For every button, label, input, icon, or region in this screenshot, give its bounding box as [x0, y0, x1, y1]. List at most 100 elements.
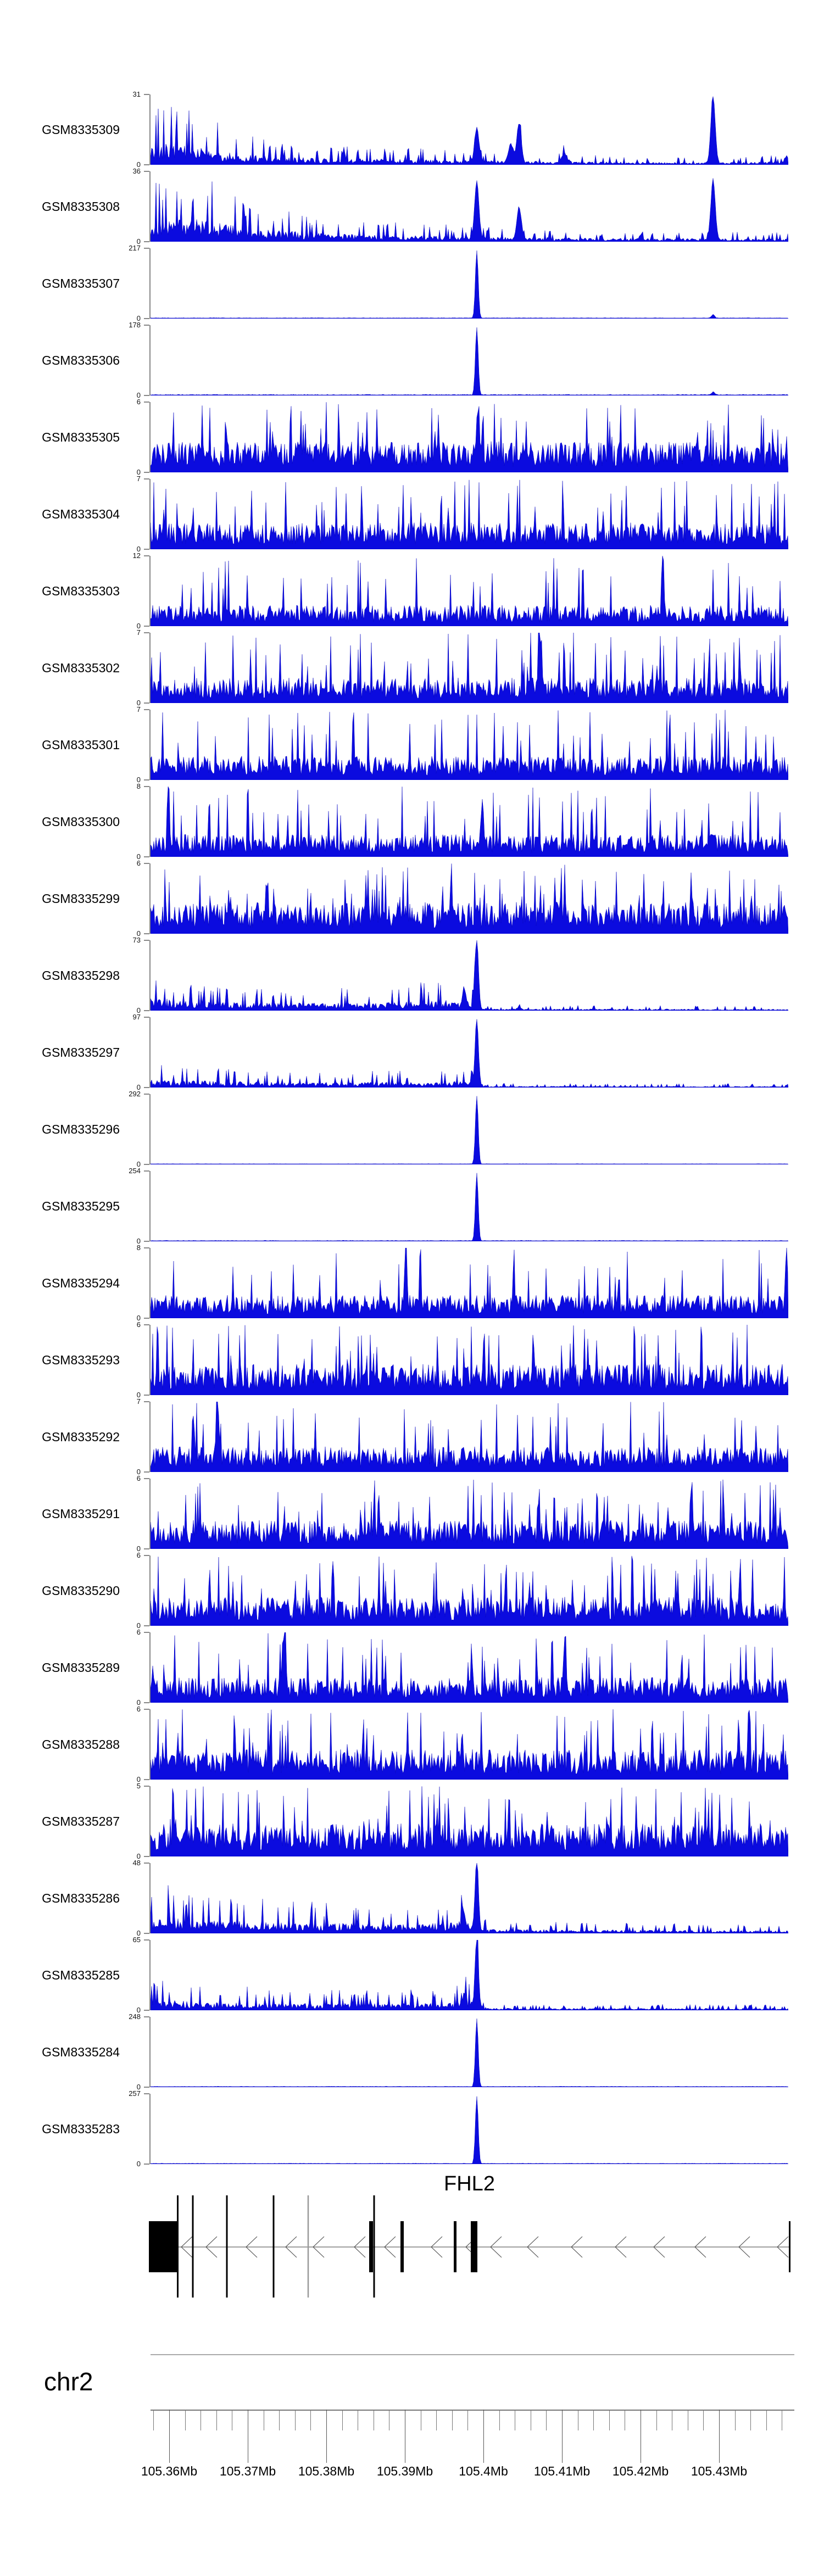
- track-yaxis-tick-bottom: [144, 933, 149, 934]
- coverage-signal: [151, 1709, 788, 1780]
- track-ymin-label: 0: [136, 2083, 141, 2091]
- coverage-signal: [151, 402, 788, 472]
- coverage-signal: [151, 1248, 788, 1318]
- track-row: GSM8335292 7 0: [0, 1397, 824, 1476]
- track-ymax-label: 31: [132, 90, 141, 98]
- track-ymax-label: 6: [136, 1474, 141, 1482]
- track-yaxis-tick-bottom: [144, 1010, 149, 1011]
- track-yaxis-tick-top: [144, 1632, 149, 1633]
- track-yaxis-tick-bottom: [144, 2164, 149, 2165]
- track-ymax-label: 5: [136, 1782, 141, 1790]
- track-yaxis-tick-bottom: [144, 1933, 149, 1934]
- track-yaxis-tick-top: [144, 94, 149, 95]
- track-yaxis-tick-top: [144, 709, 149, 710]
- track-label: GSM8335293: [42, 1353, 120, 1367]
- track-row: GSM8335290 6 0: [0, 1551, 824, 1630]
- strand-chevron-icon: [490, 2236, 502, 2258]
- major-tick: [719, 2410, 720, 2463]
- track-ymax-label: 8: [136, 782, 141, 790]
- track-signal-area: [151, 1173, 788, 1241]
- track-label: GSM8335309: [42, 122, 120, 137]
- track-ymin-label: 0: [136, 776, 141, 784]
- track-ymin-label: 0: [136, 1391, 141, 1399]
- track-yaxis-line: [149, 1171, 151, 1241]
- track-signal-area: [151, 556, 788, 626]
- axis-tick-label: 105.41Mb: [533, 2464, 591, 2478]
- track-row: GSM8335308 36 0: [0, 167, 824, 246]
- coverage-signal: [151, 633, 788, 703]
- track-yaxis-line: [149, 1786, 151, 1856]
- track-label: GSM8335304: [42, 507, 120, 521]
- track-signal-area: [151, 1248, 788, 1318]
- coverage-signal: [151, 1019, 788, 1088]
- axis-tick-label: 105.4Mb: [459, 2464, 508, 2478]
- track-ymin-label: 0: [136, 237, 141, 246]
- coverage-signal: [151, 1173, 788, 1241]
- track-yaxis-tick-bottom: [144, 164, 149, 165]
- track-ymin-label: 0: [136, 852, 141, 861]
- track-yaxis-tick-top: [144, 1786, 149, 1787]
- track-label: GSM8335306: [42, 353, 120, 367]
- track-label: GSM8335287: [42, 1814, 120, 1828]
- strand-chevron-icon: [431, 2236, 443, 2258]
- track-ymin-label: 0: [136, 468, 141, 476]
- track-ymin-label: 0: [136, 2006, 141, 2014]
- track-signal-area: [151, 1632, 788, 1703]
- track-ymax-label: 48: [132, 1859, 141, 1867]
- coverage-signal: [151, 1863, 788, 1933]
- track-yaxis-tick-bottom: [144, 702, 149, 704]
- track-yaxis-line: [149, 556, 151, 626]
- strand-chevron-icon: [777, 2236, 789, 2258]
- track-ymax-label: 178: [129, 321, 141, 329]
- gene-title: FHL2: [444, 2172, 495, 2195]
- track-ymax-label: 7: [136, 628, 141, 637]
- track-yaxis-tick-top: [144, 863, 149, 864]
- track-ymax-label: 7: [136, 1397, 141, 1406]
- track-ymax-label: 6: [136, 859, 141, 867]
- minor-tick: [703, 2410, 704, 2430]
- track-ymin-label: 0: [136, 1160, 141, 1168]
- strand-chevron-icon: [527, 2236, 539, 2258]
- track-yaxis-line: [149, 248, 151, 319]
- track-yaxis-line: [149, 863, 151, 934]
- track-signal-area: [151, 479, 788, 549]
- track-yaxis-tick-top: [144, 1709, 149, 1710]
- track-ymin-label: 0: [136, 1698, 141, 1707]
- major-tick: [483, 2410, 484, 2463]
- track-ymin-label: 0: [136, 1775, 141, 1783]
- track-yaxis-tick-top: [144, 1555, 149, 1556]
- strand-chevron-icon: [384, 2236, 396, 2258]
- track-label: GSM8335305: [42, 430, 120, 444]
- track-signal-area: [151, 1940, 788, 2010]
- strand-chevron-icon: [653, 2236, 665, 2258]
- strand-chevron-icon: [205, 2236, 218, 2258]
- strand-chevron-icon: [354, 2236, 366, 2258]
- coverage-signal: [151, 710, 788, 780]
- track-ymin-label: 0: [136, 1006, 141, 1014]
- track-ymax-label: 6: [136, 398, 141, 406]
- strand-chevron-icon: [571, 2236, 583, 2258]
- track-yaxis-tick-bottom: [144, 1164, 149, 1165]
- gene-exon-line: [272, 2195, 275, 2298]
- track-label: GSM8335299: [42, 891, 120, 906]
- chromosome-label: chr2: [44, 2367, 93, 2396]
- track-signal-area: [151, 1019, 788, 1088]
- minor-tick: [342, 2410, 343, 2430]
- coverage-signal: [151, 1096, 788, 1164]
- track-label: GSM8335283: [42, 2122, 120, 2136]
- track-row: GSM8335283 257 0: [0, 2089, 824, 2168]
- track-yaxis-tick-bottom: [144, 856, 149, 857]
- coverage-signal: [151, 1325, 788, 1395]
- track-ymax-label: 6: [136, 1320, 141, 1329]
- track-signal-area: [151, 633, 788, 703]
- track-yaxis-tick-bottom: [144, 1471, 149, 1473]
- minor-tick: [310, 2410, 311, 2430]
- track-row: GSM8335284 248 0: [0, 2012, 824, 2091]
- coverage-signal: [151, 96, 788, 165]
- track-signal-area: [151, 402, 788, 472]
- strand-chevron-icon: [246, 2236, 258, 2258]
- track-yaxis-line: [149, 1940, 151, 2010]
- track-yaxis-tick-top: [144, 786, 149, 787]
- coverage-signal: [151, 479, 788, 549]
